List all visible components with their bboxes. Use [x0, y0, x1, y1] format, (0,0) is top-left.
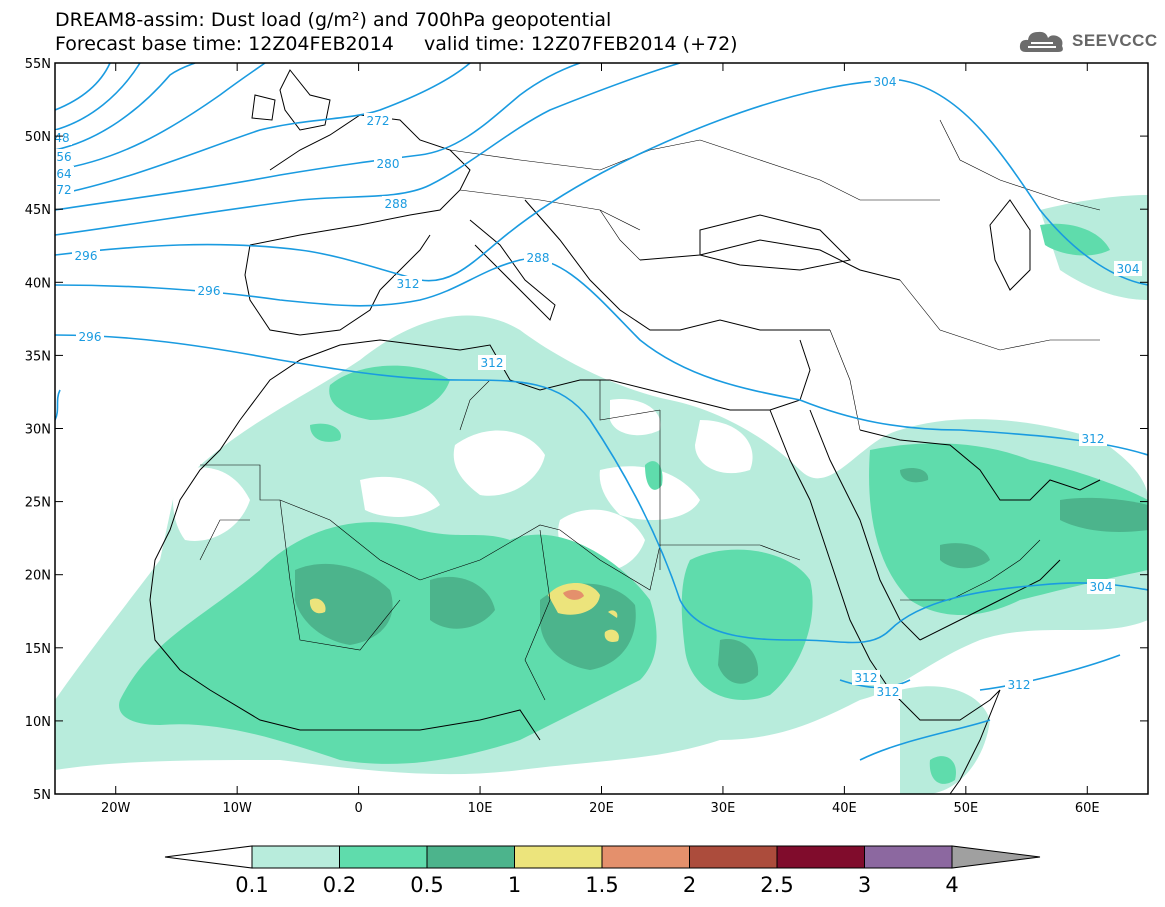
lat-label: 40N: [25, 276, 51, 291]
contour-label: 280: [377, 157, 400, 171]
latitude-axis: 55N 50N 45N 40N 35N 30N 25N 20N 15N 10N 5N: [25, 57, 1148, 803]
longitude-axis: 20W 10W 0 10E 20E 30E 40E 50E 60E: [101, 63, 1100, 816]
contour-label-bg: [852, 670, 880, 685]
contour-label-bg: [1087, 579, 1115, 594]
logo-text: SEEVCCC: [1072, 31, 1158, 50]
contour-label: 48: [54, 131, 69, 145]
contour-label-bg: [76, 329, 104, 344]
contour-label-bg: [374, 156, 402, 171]
contour-label: 56: [56, 150, 71, 164]
contour-label-bg: [1114, 261, 1142, 276]
colorbar-box: [776, 845, 865, 869]
colorbar: 0.1 0.2 0.5 1 1.5 2 2.5 3 4: [164, 845, 1041, 897]
lat-label: 45N: [25, 203, 51, 218]
colorbar-label: 1: [508, 873, 521, 897]
colorbar-label: 2.5: [760, 873, 793, 897]
coastlines: [149, 69, 1101, 794]
dust-shading-0.2: [119, 223, 1148, 784]
contour-labels: 48 56 64 72 272 280 288 296 304 312 296 288 296 304 31…: [54, 74, 1142, 699]
contour-label: 288: [385, 197, 408, 211]
contour-label: 296: [75, 249, 98, 263]
chart-title: DREAM8-assim: Dust load (g/m²) and 700hP…: [55, 9, 612, 31]
colorbar-max-cap: [951, 845, 1041, 869]
lat-label: 25N: [25, 496, 51, 511]
contour-label-bg: [72, 248, 100, 263]
contour-label-bg: [55, 182, 74, 197]
contour-label: 296: [79, 330, 102, 344]
contour-label: 312: [1008, 678, 1031, 692]
forecast-times: Forecast base time: 12Z04FEB2014 valid t…: [55, 33, 738, 55]
contour-label-bg: [364, 113, 392, 128]
contour-label-bg: [478, 355, 506, 370]
colorbar-box: [251, 845, 340, 869]
lat-label: 50N: [25, 130, 51, 145]
clear-areas: [173, 399, 753, 572]
colorbar-min-cap: [164, 845, 253, 869]
lon-label: 10E: [468, 801, 493, 816]
lat-label: 10N: [25, 715, 51, 730]
colorbar-box: [339, 845, 428, 869]
contour-label-bg: [55, 149, 74, 164]
lon-label: 50E: [953, 801, 978, 816]
cloud-icon: [1019, 31, 1063, 52]
contour-label-bg: [524, 250, 552, 265]
colorbar-box: [864, 845, 953, 869]
colorbar-label: 2: [683, 873, 696, 897]
colorbar-label: 0.1: [235, 873, 268, 897]
contour-label-bg: [55, 130, 72, 145]
contour-label-bg: [55, 166, 74, 181]
contour-label: 296: [198, 284, 221, 298]
seevccc-logo: SEEVCCC: [1018, 26, 1158, 56]
contour-label-bg: [871, 74, 899, 89]
colorbar-label: 3: [858, 873, 871, 897]
contour-label: 312: [855, 671, 878, 685]
contour-label: 64: [56, 167, 71, 181]
dust-shading-1.5: [563, 589, 584, 600]
contour-label: 272: [367, 114, 390, 128]
lat-label: 35N: [25, 349, 51, 364]
contour-label: 312: [877, 685, 900, 699]
borders: [199, 119, 1101, 701]
lon-label: 20W: [101, 801, 131, 816]
contour-label: 312: [1082, 432, 1105, 446]
contour-label: 72: [56, 183, 71, 197]
contour-label-bg: [874, 684, 902, 699]
contour-label-bg: [1005, 677, 1033, 692]
lon-label: 60E: [1075, 801, 1100, 816]
contour-label: 304: [874, 75, 897, 89]
lon-label: 20E: [589, 801, 614, 816]
lon-label: 40E: [832, 801, 857, 816]
contour-label: 312: [481, 356, 504, 370]
lat-label: 5N: [33, 788, 51, 803]
colorbar-box: [689, 845, 778, 869]
lon-label: 10W: [222, 801, 252, 816]
colorbar-label: 1.5: [585, 873, 618, 897]
colorbar-label: 4: [945, 873, 958, 897]
contour-label-bg: [195, 283, 223, 298]
contour-label-bg: [1079, 431, 1107, 446]
contour-label-bg: [382, 196, 410, 211]
colorbar-label: 0.5: [410, 873, 443, 897]
colorbar-label: 0.2: [323, 873, 356, 897]
lat-label: 15N: [25, 642, 51, 657]
colorbar-box: [601, 845, 690, 869]
contour-label: 312: [397, 277, 420, 291]
contour-label: 288: [527, 251, 550, 265]
colorbar-box: [514, 845, 603, 869]
lon-label: 0: [354, 801, 362, 816]
lat-label: 30N: [25, 423, 51, 438]
lon-label: 30E: [711, 801, 736, 816]
contour-label-bg: [394, 276, 422, 291]
lat-label: 55N: [25, 57, 51, 72]
contour-label: 304: [1117, 262, 1140, 276]
lat-label: 20N: [25, 569, 51, 584]
contour-label: 304: [1090, 580, 1113, 594]
colorbar-box: [426, 845, 515, 869]
